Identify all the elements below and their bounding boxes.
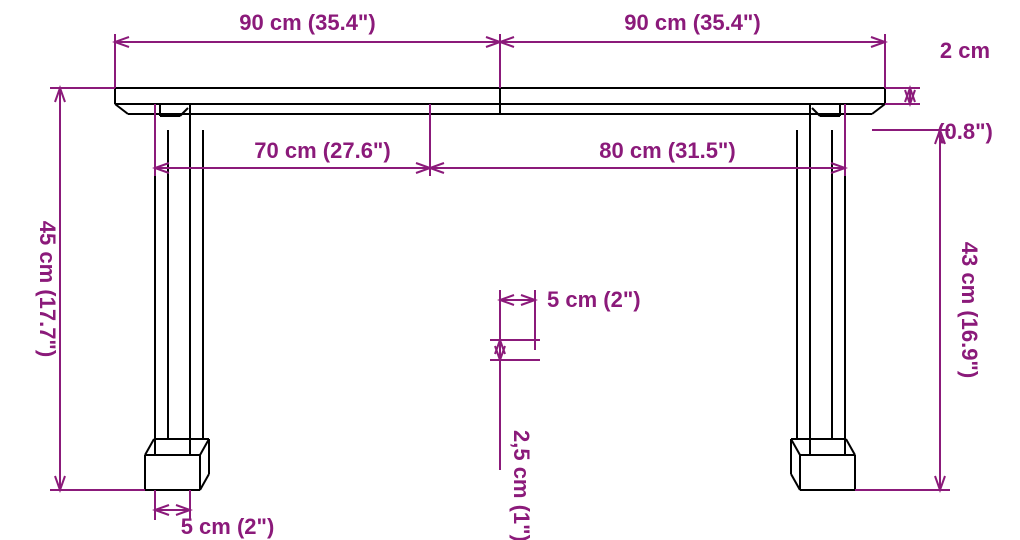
svg-text:80 cm (31.5"): 80 cm (31.5") (599, 138, 735, 163)
svg-text:90 cm (35.4"): 90 cm (35.4") (624, 10, 760, 35)
svg-text:5 cm (2"): 5 cm (2") (547, 287, 641, 312)
svg-text:70 cm (27.6"): 70 cm (27.6") (254, 138, 390, 163)
svg-text:45 cm (17.7"): 45 cm (17.7") (35, 221, 60, 357)
svg-text:5 cm (2"): 5 cm (2") (181, 514, 275, 539)
svg-text:(0.8"): (0.8") (937, 119, 993, 144)
svg-text:2 cm: 2 cm (940, 38, 990, 63)
svg-text:2,5 cm (1"): 2,5 cm (1") (509, 430, 534, 540)
svg-text:43 cm (16.9"): 43 cm (16.9") (957, 242, 982, 378)
svg-text:90 cm (35.4"): 90 cm (35.4") (239, 10, 375, 35)
